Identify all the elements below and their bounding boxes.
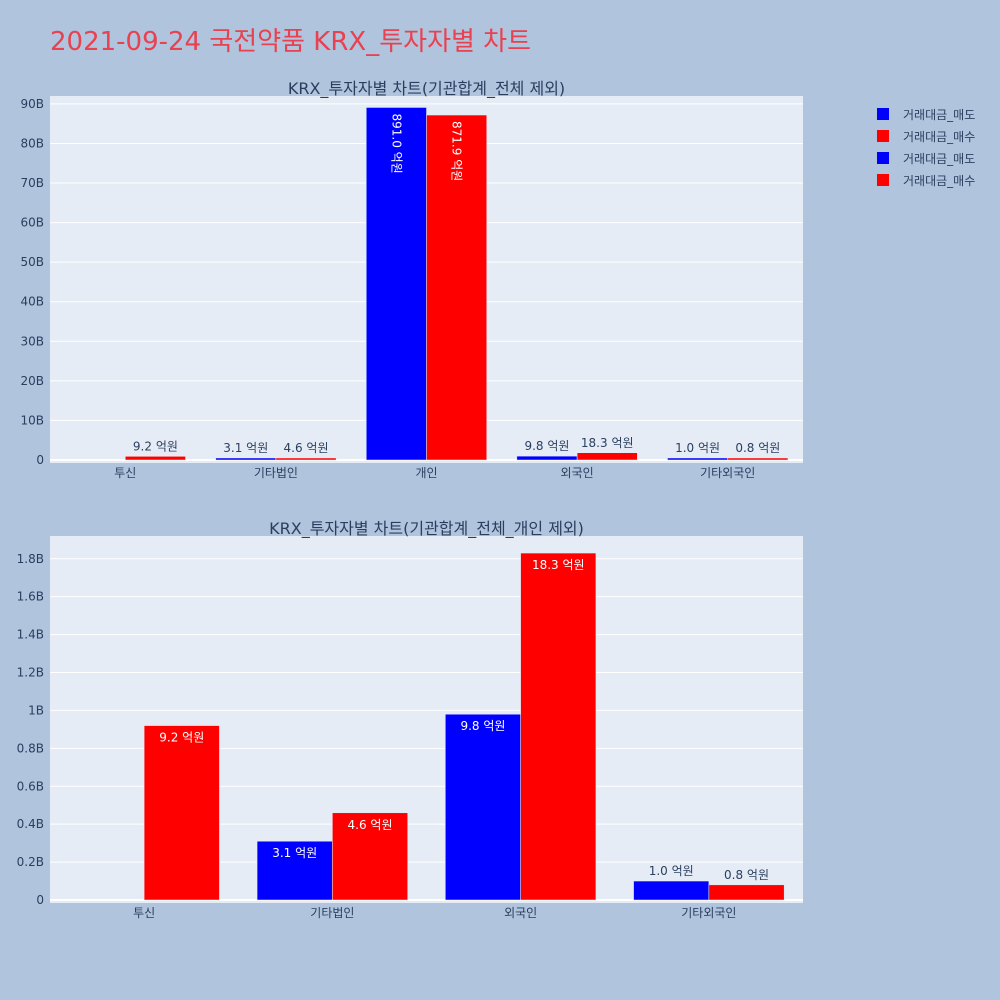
y-tick-label: 60B: [20, 216, 44, 230]
y-tick-label: 1.8B: [17, 552, 44, 566]
chart-top: KRX_투자자별 차트(기관합계_전체 제외) 0 10B 20B 30B 40B 50B 6…: [20, 79, 803, 480]
bar-value-label: 4.6 억원: [348, 818, 393, 832]
bar[interactable]: [366, 107, 427, 461]
bar-value-label: 18.3 억원: [581, 436, 634, 450]
bar[interactable]: [215, 457, 277, 461]
bar[interactable]: [332, 812, 408, 901]
x-tick-label: 기타법인: [310, 906, 354, 920]
legend-label[interactable]: 거래대금_매도: [903, 108, 975, 122]
bar[interactable]: [143, 725, 220, 901]
y-tick-label: 20B: [20, 374, 44, 388]
bar[interactable]: [275, 457, 337, 461]
bar-value-label: 871.9 억원: [450, 121, 464, 181]
y-tick-label: 40B: [20, 295, 44, 309]
y-tick-label: 0.4B: [17, 817, 44, 831]
bar[interactable]: [576, 452, 638, 461]
x-tick-label: 투신: [114, 466, 136, 480]
bar-value-label: 3.1 억원: [223, 441, 268, 455]
y-tick-label: 70B: [20, 176, 44, 190]
x-tick-label: 외국인: [561, 466, 594, 480]
bar[interactable]: [445, 713, 521, 901]
x-tick-label: 기타외국인: [681, 906, 736, 920]
bar-value-label: 9.8 억원: [524, 439, 569, 453]
bar[interactable]: [727, 457, 789, 461]
bar-value-label: 1.0 억원: [649, 864, 694, 878]
bar-value-label: 0.8 억원: [724, 868, 769, 882]
y-tick-label: 0.2B: [17, 855, 44, 869]
bar-value-label: 1.0 억원: [675, 441, 720, 455]
legend-swatch[interactable]: [877, 174, 889, 186]
x-tick-label: 투신: [133, 906, 155, 920]
bar-value-label: 18.3 억원: [532, 558, 585, 572]
figure-title: 2021-09-24 국전약품 KRX_투자자별 차트: [50, 27, 531, 57]
bar-value-label: 3.1 억원: [272, 846, 317, 860]
y-tick-label: 80B: [20, 136, 44, 150]
chart-title: KRX_투자자별 차트(기관합계_전체_개인 제외): [269, 519, 584, 539]
bar-value-label: 0.8 억원: [735, 441, 780, 455]
y-tick-label: 0.6B: [17, 779, 44, 793]
bar-value-label: 9.2 억원: [159, 731, 204, 745]
legend-label[interactable]: 거래대금_매수: [903, 174, 975, 188]
bar[interactable]: [256, 840, 333, 901]
y-tick-label: 1.6B: [17, 590, 44, 604]
y-tick-label: 90B: [20, 97, 44, 111]
legend-swatch[interactable]: [877, 108, 889, 120]
y-tick-label: 30B: [20, 334, 44, 348]
x-tick-label: 개인: [415, 466, 437, 480]
y-tick-label: 50B: [20, 255, 44, 269]
y-tick-label: 1.2B: [17, 666, 44, 680]
y-tick-label: 10B: [20, 413, 44, 427]
x-tick-label: 기타법인: [254, 466, 298, 480]
chart-bottom: KRX_투자자별 차트(기관합계_전체_개인 제외) 0 0.2B 0.4B 0.6B 0…: [17, 519, 803, 920]
legend-label[interactable]: 거래대금_매도: [903, 152, 975, 166]
y-tick-label: 1B: [28, 703, 44, 717]
legend-label[interactable]: 거래대금_매수: [903, 130, 975, 144]
bar[interactable]: [633, 880, 710, 901]
x-tick-label: 외국인: [504, 906, 537, 920]
bar[interactable]: [667, 457, 728, 461]
bar[interactable]: [426, 114, 487, 461]
bar-value-label: 891.0 억원: [389, 113, 403, 173]
bar-value-label: 4.6 억원: [284, 441, 329, 455]
y-tick-label: 0: [36, 453, 44, 467]
chart-title: KRX_투자자별 차트(기관합계_전체 제외): [288, 79, 565, 99]
bar[interactable]: [520, 552, 597, 901]
bar-value-label: 9.8 억원: [460, 719, 505, 733]
bar[interactable]: [708, 884, 785, 901]
y-tick-label: 1.4B: [17, 628, 44, 642]
legend-swatch[interactable]: [877, 130, 889, 142]
y-tick-label: 0.8B: [17, 741, 44, 755]
bar[interactable]: [125, 456, 186, 461]
x-tick-label: 기타외국인: [700, 466, 755, 480]
y-tick-label: 0: [36, 893, 44, 907]
legend-swatch[interactable]: [877, 152, 889, 164]
bar-value-label: 9.2 억원: [133, 439, 178, 453]
bar[interactable]: [516, 455, 578, 461]
